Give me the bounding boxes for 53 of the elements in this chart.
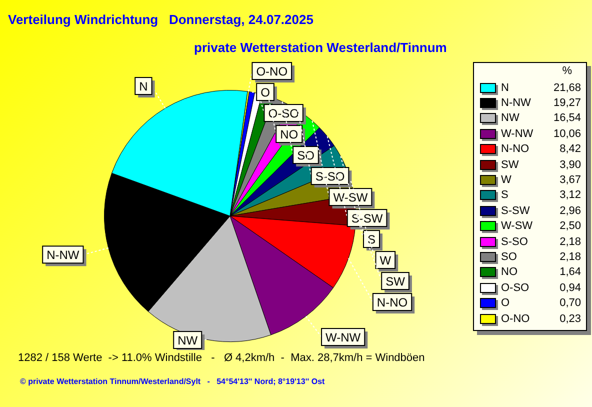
slice-label: S bbox=[368, 232, 376, 246]
text: 1282 / 158 Werte -> 11.0% Windstille - Ø 4,2km/h - Max. 28,7km/h = Windböen bbox=[18, 352, 425, 364]
slice-label: NW bbox=[178, 333, 198, 348]
legend-label: W-SW bbox=[501, 220, 534, 232]
slice-label: W bbox=[380, 253, 392, 268]
data-label: 0,23 bbox=[558, 312, 581, 325]
category-label: O bbox=[260, 85, 270, 100]
category-label: NO bbox=[280, 127, 298, 142]
chart-title: Verteilung Windrichtung Donnerstag, 24.07.2025 bbox=[8, 12, 314, 27]
slice-label: O-NO bbox=[256, 64, 288, 78]
legend-label: S bbox=[501, 189, 510, 202]
data-label: 10,06 bbox=[552, 128, 581, 140]
legend-label: W bbox=[501, 174, 512, 186]
slice-label: W-NW bbox=[326, 330, 362, 344]
category-label: W-SW bbox=[333, 190, 368, 204]
data-label: 16,54 bbox=[552, 112, 581, 124]
data-label: 3,67 bbox=[558, 174, 581, 186]
legend-label: NO bbox=[501, 266, 518, 278]
text: © private Wetterstation Tinnum/Westerland/Sylt - 54°54'13'' Nord; 8°19'13'' Ost bbox=[20, 377, 325, 386]
legend-label: O bbox=[501, 297, 511, 310]
slice-label: N bbox=[139, 79, 148, 94]
slice-label: SW bbox=[386, 274, 406, 288]
legend-title: % bbox=[561, 65, 573, 79]
category-label: S-SW bbox=[351, 211, 383, 226]
category-label: S-SO bbox=[315, 169, 345, 184]
legend-label: O-NO bbox=[501, 312, 531, 325]
legend-label: SW bbox=[501, 158, 520, 171]
data-label: 2,18 bbox=[558, 236, 581, 248]
data-label: 3,90 bbox=[558, 158, 581, 171]
data-label: 3,12 bbox=[558, 189, 581, 202]
slice-label: N-NO bbox=[376, 295, 408, 310]
legend-label: N-NW bbox=[501, 97, 532, 110]
legend-label: NW bbox=[501, 112, 520, 124]
chart-subtitle: private Wetterstation Westerland/Tinnum bbox=[194, 40, 447, 55]
legend-label: SO bbox=[501, 250, 518, 263]
legend-label: N bbox=[501, 82, 510, 94]
legend-label: S-SO bbox=[501, 236, 529, 248]
data-label: 8,42 bbox=[558, 143, 581, 156]
legend-label: N-NO bbox=[501, 143, 530, 156]
data-label: 0,70 bbox=[558, 297, 581, 310]
data-label: 0,94 bbox=[558, 282, 581, 294]
legend-label: O-SO bbox=[501, 282, 530, 294]
data-label: 2,18 bbox=[558, 250, 581, 263]
data-label: 2,96 bbox=[558, 204, 581, 217]
legend-label: W-NW bbox=[501, 128, 534, 140]
slice-label: N-NW bbox=[46, 248, 80, 262]
data-label: 2,50 bbox=[558, 220, 581, 232]
data-label: 21,68 bbox=[552, 82, 581, 94]
data-label: 1,64 bbox=[558, 266, 581, 278]
data-label: 19,27 bbox=[552, 97, 581, 110]
legend-label: S-SW bbox=[501, 204, 531, 217]
category-label: O-SO bbox=[268, 106, 299, 120]
category-label: SO bbox=[297, 148, 314, 162]
